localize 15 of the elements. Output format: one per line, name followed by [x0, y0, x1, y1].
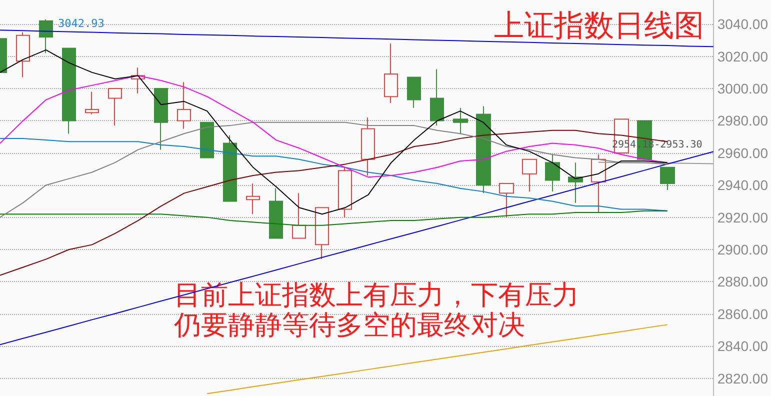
- y-tick-label: 2960.00: [717, 144, 768, 161]
- y-tick-label: 2840.00: [717, 338, 768, 354]
- y-tick-label: 3000.00: [717, 80, 768, 97]
- y-tick-label: 2860.00: [717, 306, 768, 322]
- chart-title: 上证指数日线图: [494, 8, 704, 44]
- y-tick-label: 2920.00: [717, 209, 768, 226]
- y-tick-label: 2820.00: [717, 370, 768, 386]
- y-tick-label: 3040.00: [717, 16, 768, 32]
- y-tick-label: 2940.00: [717, 177, 768, 194]
- y-tick-label: 3020.00: [717, 48, 768, 64]
- y-tick-label: 2880.00: [717, 274, 768, 290]
- annotation: 仍要静静等待多空的最终对决: [173, 310, 525, 341]
- y-tick-label: 2900.00: [717, 242, 768, 258]
- annotation: 3042.93: [58, 17, 104, 30]
- y-tick-label: 2980.00: [717, 112, 768, 129]
